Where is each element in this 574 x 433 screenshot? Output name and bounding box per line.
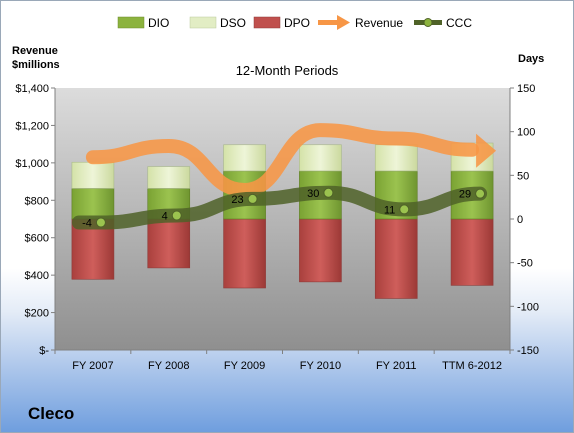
dpo-bar xyxy=(223,218,266,289)
legend-item-dpo: DPO xyxy=(253,16,310,30)
right-tick-label: 50 xyxy=(517,170,529,182)
company-name: Cleco xyxy=(28,404,75,423)
legend: DIO DSO DPO Revenue CCC xyxy=(0,9,574,37)
ccc-point xyxy=(171,210,182,221)
legend-label-dpo: DPO xyxy=(284,16,310,30)
dso-bar xyxy=(71,161,115,189)
dpo-bar xyxy=(450,218,494,286)
legend-label-revenue: Revenue xyxy=(355,16,403,30)
legend-svg: DIO DSO DPO Revenue CCC xyxy=(117,15,472,30)
left-axis-title-line2: $millions xyxy=(12,59,60,71)
right-tick-label: -50 xyxy=(517,258,533,270)
left-tick-label: $1,400 xyxy=(15,83,49,95)
ccc-point xyxy=(399,204,410,215)
chart-title: 12-Month Periods xyxy=(235,63,339,78)
revenue-arrowhead xyxy=(476,133,497,168)
ccc-data-label: 30 xyxy=(307,188,319,200)
lines-layer: -4 4 23 30 11 29 xyxy=(71,123,497,230)
left-tick-label: $400 xyxy=(25,270,49,282)
ccc-data-label: 4 xyxy=(162,211,168,223)
left-axis-title: Revenue $millions xyxy=(12,44,60,72)
left-axis-title-line1: Revenue xyxy=(12,45,58,57)
x-tick-label: FY 2007 xyxy=(72,360,113,372)
dio-bar xyxy=(71,188,115,220)
left-tick-label: $1,000 xyxy=(15,158,49,170)
legend-item-revenue: Revenue xyxy=(318,15,403,30)
ccc-point xyxy=(323,187,334,198)
right-tick-label: 100 xyxy=(517,127,535,139)
x-tick-label: FY 2008 xyxy=(148,360,189,372)
legend-item-dio: DIO xyxy=(117,16,169,30)
right-tick-label: 150 xyxy=(517,83,535,95)
legend-item-ccc: CCC xyxy=(414,16,472,30)
legend-label-ccc: CCC xyxy=(446,16,472,30)
dpo-bar xyxy=(147,218,191,269)
ccc-line xyxy=(71,185,488,230)
right-tick-label: 0 xyxy=(517,214,523,226)
ccc-data-label: 23 xyxy=(231,194,243,206)
x-tick-label: TTM 6-2012 xyxy=(442,360,502,372)
left-tick-label: $1,200 xyxy=(15,120,49,132)
revenue-line xyxy=(85,123,480,197)
dso-bar xyxy=(223,144,266,172)
legend-item-dso: DSO xyxy=(189,16,246,30)
ccc-data-label: 29 xyxy=(459,189,471,201)
left-tick-label: $600 xyxy=(25,233,49,245)
left-tick-label: $200 xyxy=(25,308,49,320)
ccc-point xyxy=(95,217,106,228)
dso-bar xyxy=(147,166,191,189)
right-tick-label: -100 xyxy=(517,301,539,313)
legend-label-dio: DIO xyxy=(148,16,169,30)
x-tick-label: FY 2011 xyxy=(376,360,417,372)
left-tick-label: $800 xyxy=(25,195,49,207)
x-tick-label: FY 2010 xyxy=(300,360,341,372)
right-tick-label: -150 xyxy=(517,345,539,357)
axes-layer: $- $200 $400 $600 $800 $1,000 $1,200 $1,400 -150… xyxy=(15,83,539,372)
right-axis-title: Days xyxy=(518,53,545,65)
ccc-data-label: 11 xyxy=(384,204,395,216)
dso-bar xyxy=(374,144,418,172)
dpo-bar xyxy=(299,218,342,283)
left-tick-label: $- xyxy=(39,345,49,357)
ccc-data-label: -4 xyxy=(82,217,92,229)
ccc-point xyxy=(475,188,486,199)
dso-bar xyxy=(299,144,342,172)
x-tick-label: FY 2009 xyxy=(224,360,265,372)
legend-label-dso: DSO xyxy=(220,16,246,30)
dpo-bar xyxy=(374,218,418,299)
ccc-point xyxy=(247,193,258,204)
